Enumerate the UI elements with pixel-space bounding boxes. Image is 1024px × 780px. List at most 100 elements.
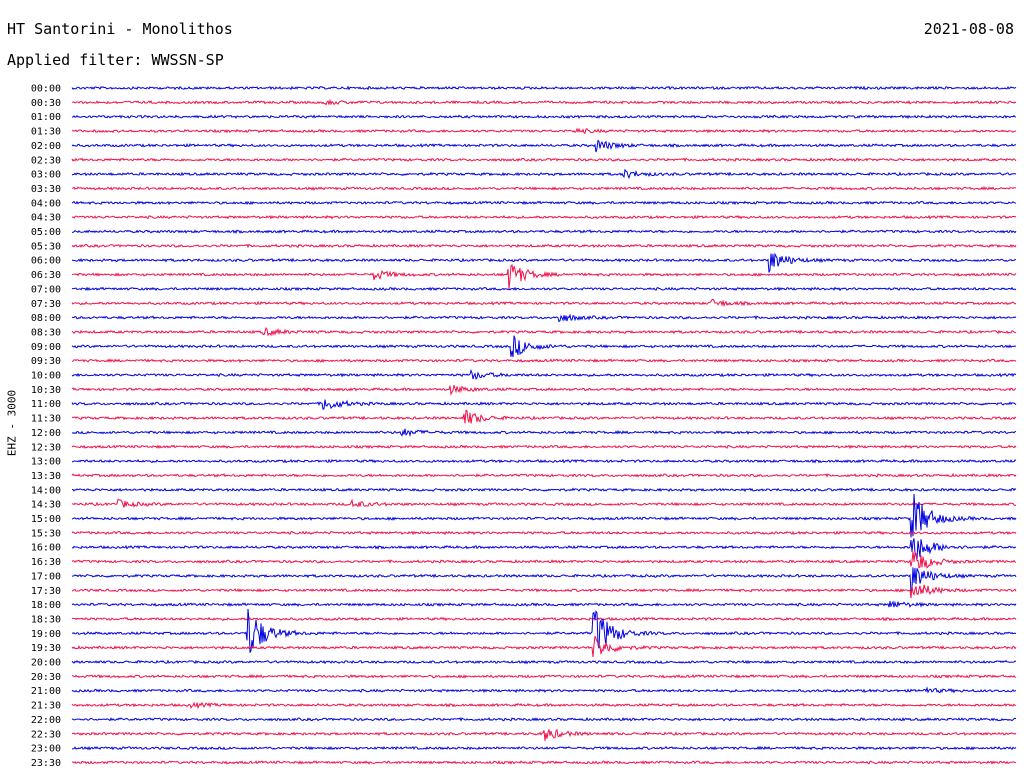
seismic-trace: [71, 114, 1017, 120]
seismic-trace: [71, 444, 1017, 450]
trace-label: 19:00: [31, 629, 61, 640]
trace-label: 13:00: [31, 457, 61, 468]
trace-label: 22:30: [31, 729, 61, 740]
seismic-trace: [71, 399, 1017, 410]
trace-label: 10:00: [31, 371, 61, 382]
seismic-trace: [71, 728, 1017, 741]
trace-label: 08:00: [31, 313, 61, 324]
trace-label: 06:30: [31, 270, 61, 281]
trace-label: 03:30: [31, 184, 61, 195]
trace-label: 12:30: [31, 442, 61, 453]
trace-label: 04:00: [31, 198, 61, 209]
trace-label: 00:30: [31, 98, 61, 109]
trace-label: 22:00: [31, 715, 61, 726]
trace-label: 17:30: [31, 586, 61, 597]
seismic-trace: [71, 498, 1017, 508]
seismic-trace: [71, 200, 1017, 206]
seismic-trace: [71, 472, 1017, 478]
trace-label: 11:00: [31, 399, 61, 410]
seismic-trace: [71, 335, 1017, 358]
trace-label: 10:30: [31, 385, 61, 396]
station-title: HT Santorini - Monolithos: [7, 20, 233, 38]
seismic-trace: [71, 313, 1017, 323]
seismic-trace: [71, 127, 1017, 135]
seismic-trace: [71, 673, 1017, 679]
trace-label: 15:00: [31, 514, 61, 525]
trace-label: 05:30: [31, 241, 61, 252]
trace-label: 01:30: [31, 127, 61, 138]
seismic-trace: [71, 567, 1017, 592]
trace-label: 12:00: [31, 428, 61, 439]
seismic-trace: [71, 538, 1017, 560]
trace-label: 20:30: [31, 672, 61, 683]
seismic-trace: [71, 701, 1017, 710]
seismic-trace: [71, 530, 1017, 536]
seismic-trace: [71, 168, 1017, 180]
seismic-trace: [71, 493, 1017, 538]
trace-label: 03:00: [31, 170, 61, 181]
trace-label: 18:30: [31, 614, 61, 625]
trace-label: 11:30: [31, 414, 61, 425]
trace-label: 02:00: [31, 141, 61, 152]
trace-label: 08:30: [31, 327, 61, 338]
seismic-trace: [71, 252, 1017, 273]
seismic-trace: [71, 327, 1017, 337]
seismic-trace: [71, 98, 1017, 106]
trace-label: 21:30: [31, 701, 61, 712]
trace-label: 18:00: [31, 600, 61, 611]
trace-label: 21:00: [31, 686, 61, 697]
seismic-trace: [71, 139, 1017, 153]
trace-label: 17:00: [31, 571, 61, 582]
seismic-trace: [71, 635, 1017, 658]
trace-label: 23:30: [31, 758, 61, 769]
seismic-trace: [71, 716, 1017, 722]
seismic-trace: [71, 368, 1017, 380]
trace-label: 16:00: [31, 543, 61, 554]
trace-label: 09:00: [31, 342, 61, 353]
seismic-trace: [71, 600, 1017, 608]
trace-label: 14:00: [31, 485, 61, 496]
seismic-trace: [71, 616, 1017, 622]
trace-label: 01:00: [31, 112, 61, 123]
seismic-trace: [71, 286, 1017, 292]
seismic-trace: [71, 298, 1017, 308]
seismic-trace: [71, 358, 1017, 364]
trace-label: 13:30: [31, 471, 61, 482]
seismic-trace: [71, 385, 1017, 396]
seismic-trace: [71, 458, 1017, 464]
seismic-trace: [71, 686, 1017, 694]
trace-label: 20:00: [31, 658, 61, 669]
trace-label: 07:00: [31, 284, 61, 295]
seismic-trace: [71, 584, 1017, 599]
trace-label: 09:30: [31, 356, 61, 367]
seismic-trace: [71, 659, 1017, 665]
trace-label: 04:30: [31, 213, 61, 224]
trace-label: 19:30: [31, 643, 61, 654]
date-label: 2021-08-08: [923, 20, 1014, 38]
seismic-trace: [71, 608, 1017, 653]
trace-label: 06:00: [31, 256, 61, 267]
trace-label: 23:00: [31, 744, 61, 755]
trace-label: 07:30: [31, 299, 61, 310]
trace-label: 02:30: [31, 155, 61, 166]
seismic-trace: [71, 229, 1017, 235]
trace-label: 14:30: [31, 500, 61, 511]
seismic-trace: [71, 745, 1017, 751]
seismic-trace: [71, 409, 1017, 424]
trace-label: 16:30: [31, 557, 61, 568]
seismic-trace: [71, 551, 1017, 569]
seismic-trace: [71, 185, 1017, 191]
seismic-trace: [71, 760, 1017, 765]
filter-label: Applied filter: WWSSN-SP: [7, 51, 224, 69]
seismic-trace: [71, 428, 1017, 438]
trace-label: 15:30: [31, 528, 61, 539]
trace-label: 00:00: [31, 84, 61, 95]
seismic-trace: [71, 157, 1017, 163]
seismic-trace: [71, 214, 1017, 220]
seismic-trace: [71, 487, 1017, 493]
seismic-trace: [71, 243, 1017, 249]
seismic-trace: [71, 263, 1017, 290]
seismic-trace: [71, 85, 1017, 91]
trace-label: 05:00: [31, 227, 61, 238]
